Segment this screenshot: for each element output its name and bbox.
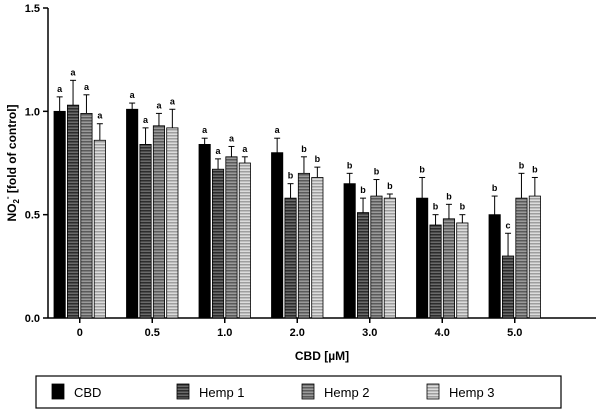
significance-letter: b [288,171,294,181]
bar [488,214,501,319]
significance-letter: b [492,183,498,193]
bar [139,143,152,319]
significance-letter: a [275,125,281,135]
significance-letter: b [387,181,393,191]
bar [429,224,442,319]
bar [501,255,515,319]
significance-letter: b [315,154,321,164]
bar [383,197,396,319]
legend-swatch [426,383,440,400]
legend: CBD Hemp 1 Hemp 2 Hemp 3 [35,375,562,409]
bar [356,212,370,319]
bar [93,139,106,319]
bar [528,195,541,319]
significance-letter: b [360,185,366,195]
significance-letter: b [460,202,466,212]
bar [126,108,139,319]
y-tick-label: 1.5 [25,3,40,15]
significance-letter: c [506,220,511,230]
legend-label: CBD [74,385,101,400]
legend-label: Hemp 1 [199,385,245,400]
significance-letter: b [433,202,439,212]
bar [271,152,284,319]
bar [80,113,93,319]
bar [67,104,80,319]
significance-letter: a [156,100,162,110]
x-tick-label: 2.0 [290,327,305,339]
y-axis-label: NO2- [fold of control] [3,104,21,221]
bar [238,162,251,319]
bar [343,183,356,319]
significance-letter: a [242,144,248,154]
x-tick-label: 1.0 [217,327,232,339]
significance-letter: b [301,144,307,154]
x-axis-label: CBD [µM] [295,349,349,363]
legend-label: Hemp 2 [324,385,370,400]
bar [370,195,383,319]
bar [456,222,469,319]
significance-letter: a [143,115,149,125]
bar [225,156,238,319]
legend-swatch [51,383,65,400]
significance-letter: a [202,125,208,135]
bar [152,125,166,319]
significance-letter: b [446,191,452,201]
significance-letter: a [229,133,235,143]
y-tick-label: 1.0 [25,106,40,118]
bar [515,197,528,319]
significance-letter: b [347,160,353,170]
significance-letter: a [57,84,63,94]
bar [297,172,310,319]
bar [166,127,179,319]
y-tick-label: 0.5 [25,210,40,222]
significance-letter: a [71,67,77,77]
significance-letter: b [519,160,525,170]
significance-letter: a [84,82,90,92]
x-tick-label: 0 [77,327,83,339]
significance-letter: a [130,90,136,100]
x-tick-label: 0.5 [145,327,160,339]
significance-letter: b [532,164,538,174]
bar [53,110,66,319]
x-tick-label: 4.0 [435,327,450,339]
significance-letter: a [97,111,103,121]
y-tick-label: 0.0 [25,313,40,325]
bar [198,143,211,319]
significance-letter: b [419,164,425,174]
svg-text:NO2- [fold of control]: NO2- [fold of control] [3,104,21,221]
bar [211,168,225,319]
x-tick-label: 5.0 [507,327,522,339]
bar [311,177,324,319]
legend-swatch [176,383,190,400]
legend-swatch [301,383,315,400]
significance-letter: a [170,96,176,106]
bar [284,197,297,319]
x-tick-label: 3.0 [362,327,377,339]
bar [416,197,429,319]
bar [442,218,455,319]
significance-letter: a [216,146,222,156]
legend-label: Hemp 3 [449,385,495,400]
significance-letter: b [374,167,380,177]
